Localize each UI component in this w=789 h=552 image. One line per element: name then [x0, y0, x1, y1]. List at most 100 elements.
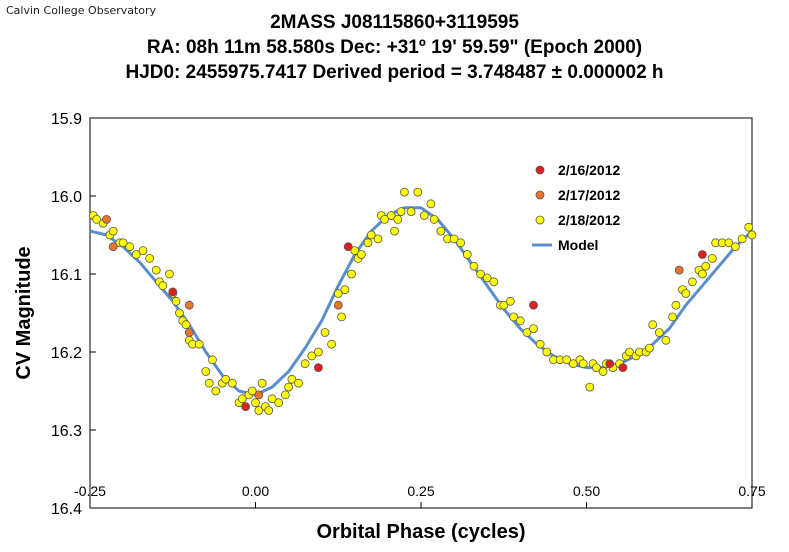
data-point [208, 355, 217, 365]
data-point [241, 402, 251, 412]
legend-label: 2/18/2012 [558, 212, 620, 228]
data-point [668, 312, 677, 322]
y-tick-label: 15.9 [51, 111, 82, 128]
data-point [399, 187, 409, 197]
data-point [337, 312, 347, 322]
data-point [436, 226, 446, 236]
y-axis-label: CV Magnitude [13, 246, 35, 379]
data-point [333, 289, 343, 298]
x-tick-label: 0.00 [242, 483, 269, 499]
data-point [515, 316, 525, 326]
data-point [294, 378, 303, 388]
data-point [542, 347, 552, 357]
data-point [184, 328, 194, 337]
data-point [366, 230, 376, 240]
data-point [356, 250, 366, 259]
data-point [393, 214, 403, 224]
data-point [645, 343, 654, 353]
data-point [340, 285, 350, 295]
data-point [698, 269, 707, 279]
data-point [227, 378, 237, 388]
data-point [307, 351, 317, 361]
data-point [731, 242, 740, 252]
data-point [320, 328, 330, 337]
data-point [92, 214, 101, 224]
data-point [333, 300, 343, 310]
data-point [578, 359, 588, 369]
data-point [499, 300, 509, 310]
data-point [204, 378, 214, 388]
data-point [605, 359, 615, 369]
data-point [737, 234, 747, 244]
legend-label: 2/17/2012 [558, 187, 620, 203]
data-point [247, 386, 257, 396]
data-point [482, 273, 492, 283]
data-point [158, 281, 168, 291]
data-point [280, 390, 290, 400]
data-point [522, 328, 532, 337]
data-point [284, 382, 294, 392]
data-point [701, 261, 711, 271]
data-point [102, 214, 111, 224]
chart-title-object: 2MASS J08115860+3119595 [270, 12, 519, 33]
data-point [489, 277, 499, 287]
chart-title-period: HJD0: 2455975.7417 Derived period = 3.74… [125, 62, 664, 83]
x-tick-label: 0.25 [407, 483, 434, 499]
data-point [254, 406, 264, 415]
y-tick-label: 16.0 [51, 189, 82, 206]
data-point [131, 250, 141, 259]
x-tick-label: 0.75 [738, 483, 765, 499]
data-point [108, 242, 118, 252]
data-point [413, 187, 423, 197]
data-point [625, 347, 634, 357]
data-point [313, 347, 323, 357]
data-point [744, 222, 754, 232]
legend-label: 2/16/2012 [558, 162, 620, 178]
data-point [274, 398, 284, 408]
data-point [267, 394, 277, 404]
y-tick-label: 16.2 [51, 345, 82, 362]
data-point [350, 246, 360, 256]
data-point [118, 238, 128, 248]
data-point [469, 261, 479, 271]
data-point [287, 374, 297, 384]
data-point [221, 374, 231, 384]
data-point [171, 296, 181, 306]
data-point [257, 378, 267, 388]
data-point [125, 242, 135, 252]
data-point [386, 211, 396, 220]
data-point [363, 238, 373, 248]
plot-area-frame [89, 117, 753, 509]
x-tick-label: -0.25 [74, 483, 106, 499]
data-point [456, 238, 466, 248]
data-point [598, 367, 608, 376]
data-point [535, 339, 545, 349]
data-point [237, 394, 247, 404]
data-point [211, 386, 221, 396]
data-point [396, 207, 406, 217]
legend-marker [535, 165, 545, 175]
data-point [747, 230, 757, 240]
data-point [707, 253, 717, 263]
data-point [648, 320, 658, 330]
data-point [529, 300, 538, 310]
data-point [151, 265, 161, 275]
data-point [724, 238, 734, 248]
data-point [429, 214, 439, 224]
data-point [688, 277, 697, 287]
data-point [138, 246, 148, 256]
data-point [313, 363, 323, 373]
observatory-label: Calvin College Observatory [6, 4, 157, 17]
data-point [509, 312, 519, 322]
data-point [264, 406, 274, 415]
data-point [592, 363, 601, 373]
legend-label: Model [558, 237, 598, 253]
data-point [562, 355, 571, 365]
y-tick-label: 16.4 [51, 501, 82, 518]
data-point [201, 367, 211, 376]
data-point [300, 359, 310, 369]
x-tick-label: 0.50 [573, 483, 600, 499]
data-point [251, 398, 260, 408]
data-point [476, 269, 486, 279]
